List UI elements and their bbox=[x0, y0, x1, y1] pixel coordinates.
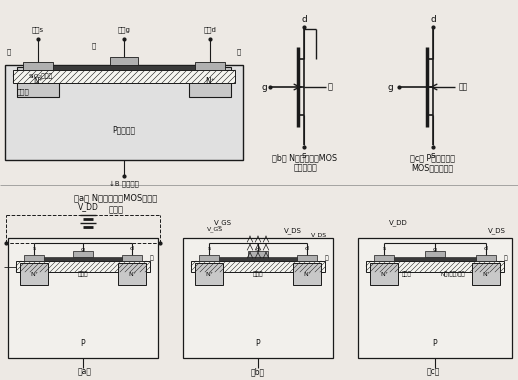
Text: 铝: 铝 bbox=[92, 43, 96, 49]
Text: 耗尽层: 耗尽层 bbox=[402, 271, 412, 277]
Bar bbox=[13, 70, 235, 83]
Bar bbox=[370, 263, 398, 285]
Text: 管代表符号: 管代表符号 bbox=[293, 163, 317, 173]
Text: SiO₂绝缘层: SiO₂绝缘层 bbox=[29, 73, 53, 79]
Bar bbox=[293, 263, 321, 285]
Bar bbox=[36, 257, 130, 261]
Text: N⁺: N⁺ bbox=[380, 271, 388, 277]
Text: 铝: 铝 bbox=[325, 255, 329, 261]
Bar bbox=[366, 261, 504, 272]
Text: （a）: （a） bbox=[78, 367, 92, 377]
Text: （c）: （c） bbox=[426, 367, 440, 377]
Text: P: P bbox=[81, 339, 85, 348]
Bar bbox=[425, 251, 445, 257]
Bar bbox=[17, 67, 59, 97]
Bar bbox=[358, 238, 512, 358]
Bar bbox=[8, 238, 158, 358]
Text: g: g bbox=[261, 82, 267, 92]
Text: 衬: 衬 bbox=[327, 82, 333, 92]
Text: d: d bbox=[130, 247, 134, 252]
Text: N⁺: N⁺ bbox=[482, 271, 490, 277]
Bar bbox=[297, 255, 317, 261]
Bar bbox=[45, 65, 203, 70]
Bar bbox=[189, 67, 231, 97]
Text: s: s bbox=[301, 150, 306, 160]
Text: g: g bbox=[81, 247, 85, 252]
Text: V_DS: V_DS bbox=[284, 228, 302, 234]
Text: V_DS: V_DS bbox=[488, 228, 506, 234]
Text: （b） N沟道增强型MOS: （b） N沟道增强型MOS bbox=[272, 154, 338, 163]
Bar bbox=[24, 255, 44, 261]
Text: V_DD: V_DD bbox=[78, 203, 98, 212]
Text: s: s bbox=[207, 247, 211, 252]
Bar bbox=[5, 65, 243, 160]
Text: N⁺: N⁺ bbox=[33, 78, 43, 87]
Text: d: d bbox=[484, 247, 488, 252]
Bar bbox=[20, 263, 48, 285]
Bar bbox=[195, 263, 223, 285]
Text: g: g bbox=[256, 247, 260, 252]
Bar bbox=[248, 251, 268, 257]
Bar bbox=[23, 62, 53, 70]
Bar bbox=[191, 261, 325, 272]
Text: N⁺: N⁺ bbox=[128, 271, 136, 277]
Text: 耗尽层: 耗尽层 bbox=[78, 271, 88, 277]
Bar bbox=[110, 57, 138, 65]
Text: V_GS: V_GS bbox=[207, 226, 223, 232]
Text: s: s bbox=[382, 247, 385, 252]
Text: 铝: 铝 bbox=[504, 255, 508, 261]
Bar bbox=[211, 257, 305, 261]
Bar bbox=[374, 255, 394, 261]
Text: d: d bbox=[301, 14, 307, 24]
Bar bbox=[199, 255, 219, 261]
Text: N⁺: N⁺ bbox=[205, 78, 215, 87]
Text: s: s bbox=[430, 150, 435, 160]
Text: 示意图: 示意图 bbox=[108, 206, 123, 214]
Text: V_GS: V_GS bbox=[214, 220, 232, 226]
Bar bbox=[73, 251, 93, 257]
Text: （b）: （b） bbox=[251, 367, 265, 377]
Text: 源极s: 源极s bbox=[32, 27, 44, 33]
Bar bbox=[183, 238, 333, 358]
Text: 栅极g: 栅极g bbox=[118, 27, 131, 33]
Text: 耗尽层: 耗尽层 bbox=[253, 271, 263, 277]
Text: 铝: 铝 bbox=[150, 255, 154, 261]
Text: MOS管代表符号: MOS管代表符号 bbox=[411, 163, 453, 173]
Bar bbox=[122, 255, 142, 261]
Text: V_DS: V_DS bbox=[311, 232, 327, 238]
Text: 铝: 铝 bbox=[7, 49, 11, 55]
Text: N型(感生)沟道: N型(感生)沟道 bbox=[441, 271, 465, 277]
Text: （c） P沟道增强型: （c） P沟道增强型 bbox=[410, 154, 454, 163]
Bar bbox=[476, 255, 496, 261]
Text: s: s bbox=[32, 247, 36, 252]
Text: g: g bbox=[433, 247, 437, 252]
Text: 衬底: 衬底 bbox=[459, 82, 468, 92]
Text: ↓B 衬底引线: ↓B 衬底引线 bbox=[109, 180, 139, 187]
Bar bbox=[472, 263, 500, 285]
Text: V_DD: V_DD bbox=[389, 220, 408, 226]
Text: （a） N沟道增强型MOS管结构: （a） N沟道增强型MOS管结构 bbox=[75, 193, 157, 203]
Text: P: P bbox=[433, 339, 437, 348]
Bar bbox=[195, 62, 225, 70]
Text: g: g bbox=[387, 82, 393, 92]
Bar bbox=[386, 257, 484, 261]
Text: 铝: 铝 bbox=[237, 49, 241, 55]
Text: d: d bbox=[430, 14, 436, 24]
Bar bbox=[118, 263, 146, 285]
Text: N⁺: N⁺ bbox=[205, 271, 213, 277]
Text: P: P bbox=[256, 339, 261, 348]
Text: P型硅衬底: P型硅衬底 bbox=[112, 125, 136, 135]
Text: N⁺: N⁺ bbox=[303, 271, 311, 277]
Text: N⁺: N⁺ bbox=[30, 271, 38, 277]
Text: 漏极d: 漏极d bbox=[204, 27, 217, 33]
Text: d: d bbox=[305, 247, 309, 252]
Text: 耗尽层: 耗尽层 bbox=[17, 89, 30, 95]
Bar bbox=[16, 261, 150, 272]
